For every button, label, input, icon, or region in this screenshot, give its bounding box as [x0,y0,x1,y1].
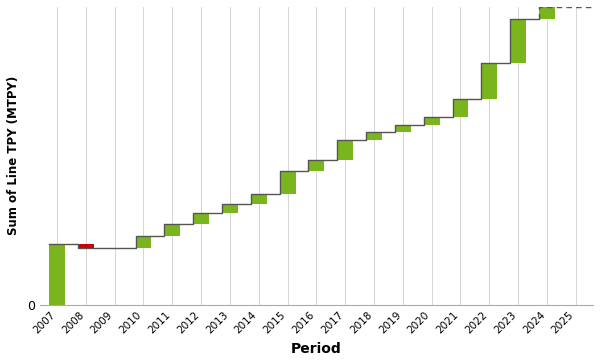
Bar [452,99,469,117]
Bar [78,244,94,248]
Bar [308,160,325,171]
Bar [395,125,411,132]
Bar [222,204,238,213]
X-axis label: Period: Period [291,342,342,356]
Bar [366,132,382,140]
Y-axis label: Sum of Line TPY (MTPY): Sum of Line TPY (MTPY) [7,76,20,235]
Bar [164,224,180,236]
Bar [510,19,526,63]
Bar [136,236,151,248]
Bar [193,213,209,224]
Bar [337,140,353,160]
Bar [481,63,497,99]
Bar [424,117,440,125]
Bar [49,244,65,305]
Bar [251,194,266,204]
Bar [539,7,555,19]
Bar [280,171,296,194]
